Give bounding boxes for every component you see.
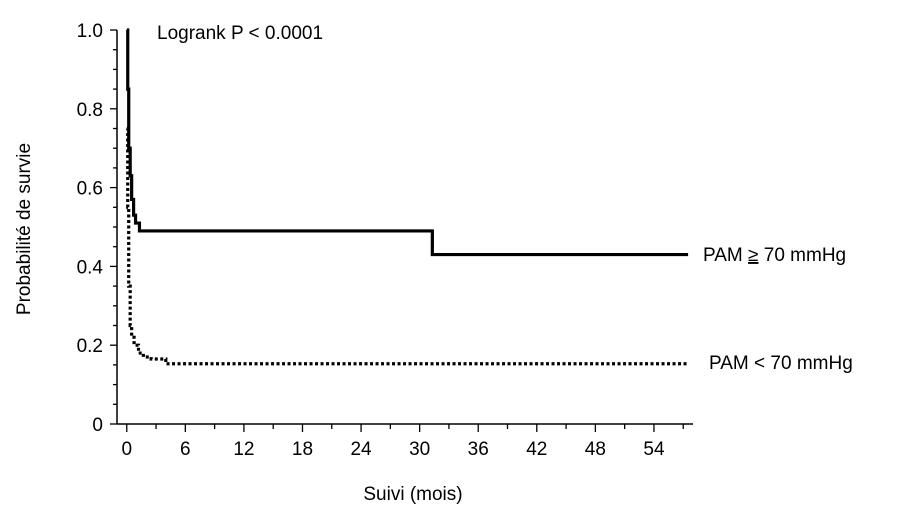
x-tick-label: 42 xyxy=(526,439,547,460)
x-tick-label: 18 xyxy=(292,439,313,460)
y-tick-label: 1.0 xyxy=(77,21,103,42)
y-tick-label: 0.2 xyxy=(77,336,103,357)
survival-curve-pam-high xyxy=(126,28,689,257)
x-tick-label: 48 xyxy=(585,439,606,460)
y-axis: 0 0.2 0.4 0.6 0.8 1.0 xyxy=(77,21,118,436)
series-label-pam-high-name: PAM xyxy=(703,245,743,266)
x-tick-label: 12 xyxy=(233,439,254,460)
survival-curve-pam-low xyxy=(126,126,689,366)
x-tick-label: 6 xyxy=(180,439,191,460)
series-label-pam-low: PAM < 70 mmHg xyxy=(709,353,853,374)
y-axis-title: Probabilité de survie xyxy=(14,143,35,315)
series-label-pam-high-unit: 70 mmHg xyxy=(764,245,846,266)
x-tick-label: 24 xyxy=(350,439,372,460)
logrank-annotation: Logrank P < 0.0001 xyxy=(157,23,323,44)
x-tick-label: 0 xyxy=(121,439,132,460)
y-tick-label: 0 xyxy=(92,415,103,436)
x-tick-label: 30 xyxy=(409,439,430,460)
y-tick-label: 0.8 xyxy=(77,100,103,121)
series-label-pam-high: PAM ≥ 70 mmHg xyxy=(703,245,846,266)
x-tick-label: 54 xyxy=(643,439,665,460)
x-axis-title: Suivi (mois) xyxy=(363,484,462,505)
y-tick-label: 0.6 xyxy=(77,179,103,200)
x-axis: 0 6 12 18 24 30 36 42 48 54 xyxy=(117,423,693,460)
series-label-pam-high-relation: ≥ xyxy=(748,245,758,266)
y-tick-label: 0.4 xyxy=(77,257,104,278)
x-tick-label: 36 xyxy=(468,439,489,460)
